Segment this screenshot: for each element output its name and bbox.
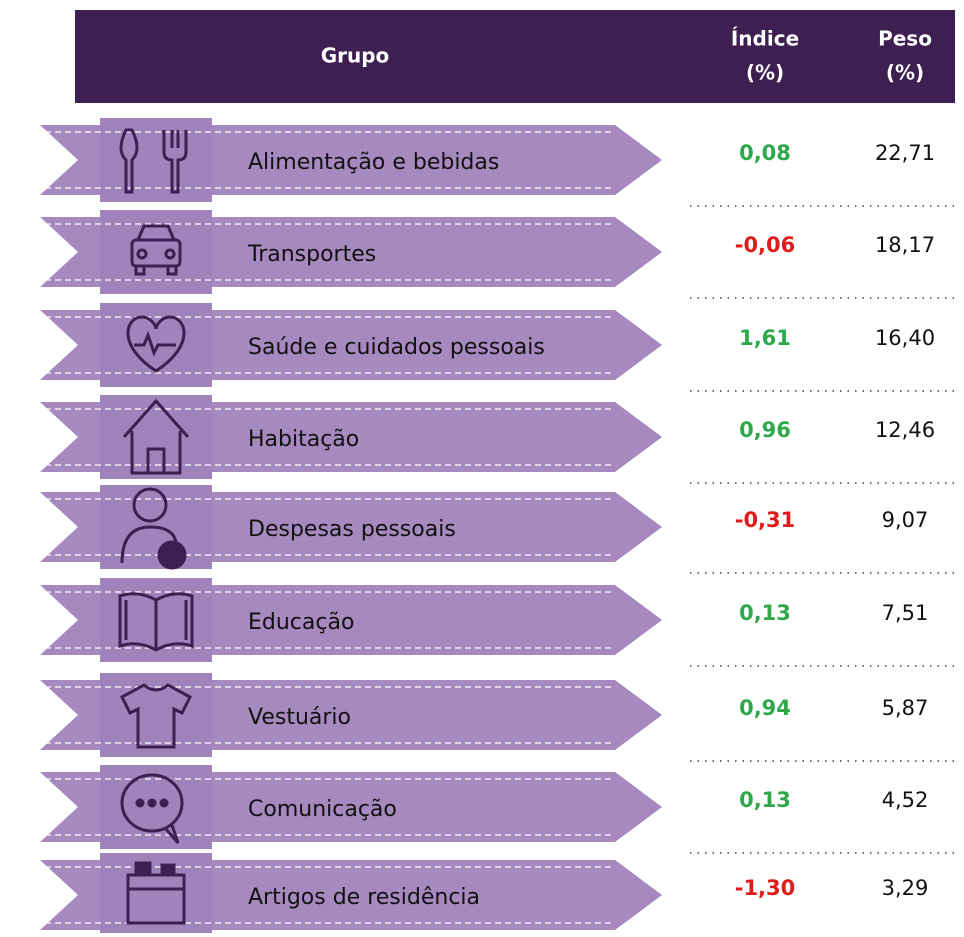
group-label: Vestuário bbox=[248, 705, 351, 730]
icon-tab bbox=[100, 673, 212, 757]
group-label: Educação bbox=[248, 610, 354, 635]
row: Saúde e cuidados pessoais 1,61 16,40 bbox=[40, 303, 955, 392]
icon-part bbox=[157, 540, 187, 570]
icon-part bbox=[126, 873, 186, 925]
row: Vestuário 0,94 5,87 bbox=[40, 673, 955, 762]
icon-part bbox=[132, 487, 168, 523]
weight-value: 7,51 bbox=[882, 601, 929, 625]
icon-part bbox=[120, 683, 192, 749]
weight-value: 22,71 bbox=[875, 141, 935, 165]
icon bbox=[126, 861, 186, 925]
icon bbox=[120, 773, 184, 844]
header-indice: Índice bbox=[731, 27, 799, 51]
icon-part bbox=[126, 315, 186, 373]
icon-part bbox=[124, 600, 188, 640]
icon bbox=[122, 398, 190, 475]
weight-value: 12,46 bbox=[875, 418, 935, 442]
icon-part bbox=[135, 798, 145, 808]
header-peso-unit: (%) bbox=[886, 61, 924, 85]
row: Habitação 0,96 12,46 bbox=[40, 395, 955, 484]
weight-value: 9,07 bbox=[882, 508, 929, 532]
icon-tab bbox=[100, 210, 212, 294]
icon bbox=[126, 315, 186, 373]
index-value: -0,31 bbox=[735, 508, 796, 532]
group-label: Habitação bbox=[248, 427, 359, 452]
icon-part bbox=[164, 824, 180, 844]
icon bbox=[120, 487, 187, 570]
group-label: Alimentação e bebidas bbox=[248, 150, 499, 175]
row: Educação 0,13 7,51 bbox=[40, 578, 955, 667]
icon-part bbox=[134, 266, 178, 276]
index-value: 0,94 bbox=[739, 696, 791, 720]
group-label: Comunicação bbox=[248, 797, 397, 822]
group-label: Saúde e cuidados pessoais bbox=[248, 335, 545, 360]
icon-part bbox=[134, 861, 152, 875]
index-value: 1,61 bbox=[739, 326, 791, 350]
weight-value: 3,29 bbox=[882, 876, 929, 900]
icon bbox=[120, 683, 192, 749]
row: Transportes -0,06 18,17 bbox=[40, 210, 955, 299]
row: Comunicação 0,13 4,52 bbox=[40, 765, 955, 854]
header-peso: Peso bbox=[878, 27, 932, 51]
icon-tab bbox=[100, 853, 212, 937]
icon-part bbox=[120, 773, 184, 833]
weight-value: 4,52 bbox=[882, 788, 929, 812]
index-value: 0,13 bbox=[739, 788, 791, 812]
icon-part bbox=[120, 525, 178, 564]
icon-tab bbox=[100, 765, 212, 849]
icon-part bbox=[130, 238, 182, 268]
icon-part bbox=[159, 798, 169, 808]
icon-part bbox=[160, 863, 176, 875]
icon-part bbox=[134, 330, 176, 357]
header-bar bbox=[75, 10, 955, 103]
icon-part bbox=[162, 130, 188, 194]
icon-part bbox=[147, 798, 157, 808]
group-label: Artigos de residência bbox=[248, 885, 480, 910]
icon bbox=[118, 592, 194, 652]
index-value: 0,96 bbox=[739, 418, 791, 442]
icon-part bbox=[136, 248, 148, 260]
row: Alimentação e bebidas 0,08 22,71 bbox=[40, 118, 955, 207]
icon-part bbox=[164, 248, 176, 260]
weight-value: 18,17 bbox=[875, 233, 935, 257]
icon bbox=[119, 128, 188, 194]
row: Despesas pessoais -0,31 9,07 bbox=[40, 485, 955, 574]
icon-part bbox=[136, 224, 176, 241]
weight-value: 5,87 bbox=[882, 696, 929, 720]
group-label: Despesas pessoais bbox=[248, 517, 456, 542]
header-indice-unit: (%) bbox=[746, 61, 784, 85]
index-value: -1,30 bbox=[735, 876, 796, 900]
group-label: Transportes bbox=[247, 242, 376, 267]
header-grupo: Grupo bbox=[321, 44, 390, 68]
icon-tab bbox=[100, 303, 212, 387]
index-value: 0,08 bbox=[739, 141, 791, 165]
icon-part bbox=[146, 447, 166, 475]
weight-value: 16,40 bbox=[875, 326, 935, 350]
icon-part bbox=[119, 128, 139, 194]
index-value: 0,13 bbox=[739, 601, 791, 625]
index-value: -0,06 bbox=[735, 233, 796, 257]
icon-tab bbox=[100, 395, 212, 479]
icon-tab bbox=[100, 118, 212, 202]
icon bbox=[130, 224, 182, 276]
icon-part bbox=[118, 592, 194, 652]
row: Artigos de residência -1,30 3,29 bbox=[40, 853, 929, 937]
